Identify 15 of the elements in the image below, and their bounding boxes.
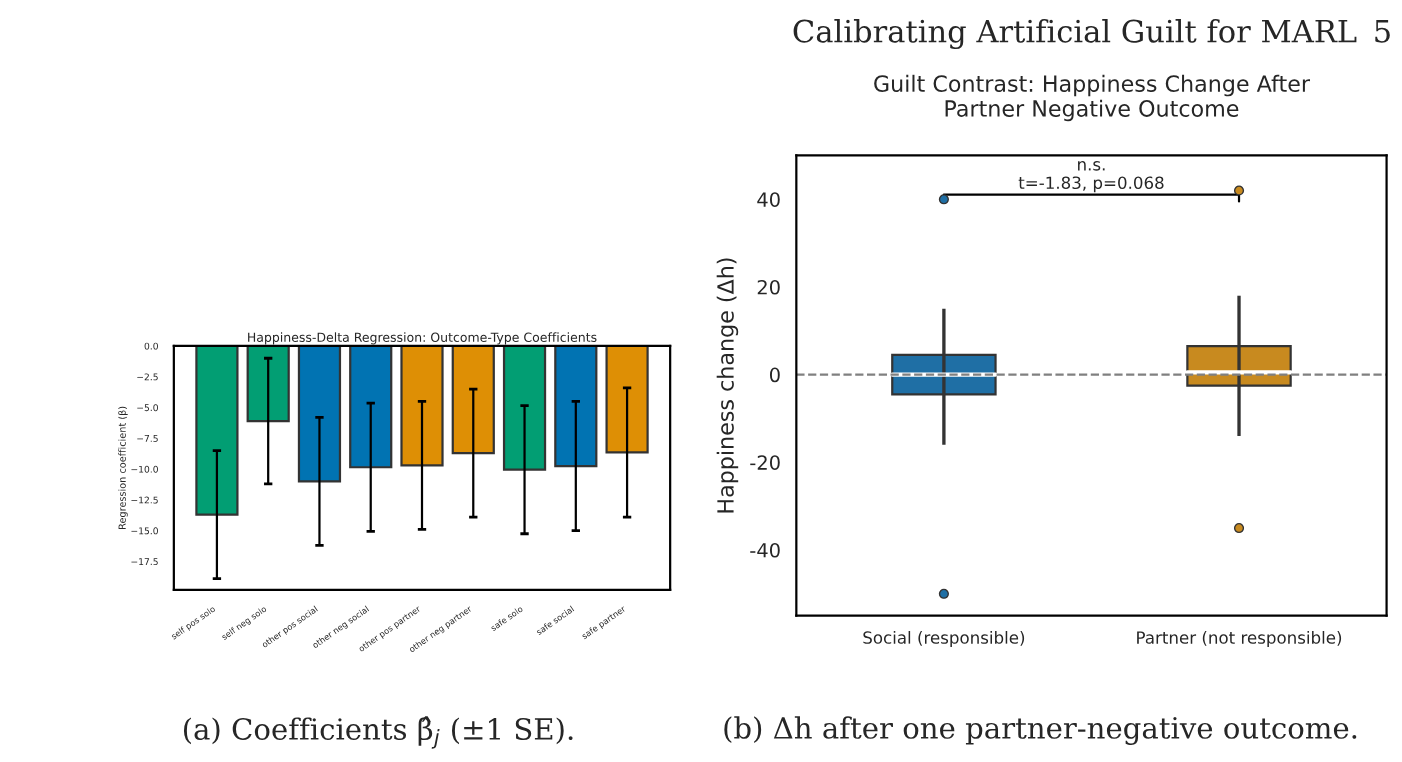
y-tick-label: 0	[769, 367, 780, 383]
text: 5	[1375, 19, 1390, 43]
y-axis-title: Happiness change (Δh)	[716, 258, 739, 513]
text: (a) Coefficients β̂$_{j}$ (±1 SE).	[183, 716, 573, 749]
x-tick-label: Social (responsible)	[863, 630, 1025, 648]
y-tick-label: -20	[750, 455, 780, 470]
annotation: n.s.	[1078, 161, 1105, 171]
y-tick-label: 20	[757, 279, 780, 295]
chart-title: Guilt Contrast: Happiness Change After Partner Negative Outcome	[874, 74, 1311, 122]
annotation: t=-1.83, p=0.068	[1018, 176, 1164, 193]
x-tick-label: Partner (not responsible)	[1137, 630, 1342, 648]
text: Calibrating Artificial Guilt for MARL	[793, 19, 1357, 50]
y-tick-label: -40	[750, 542, 780, 558]
text: (b) Δh after one partner-negative outcome.	[724, 716, 1357, 745]
y-tick-label: 40	[757, 192, 780, 207]
